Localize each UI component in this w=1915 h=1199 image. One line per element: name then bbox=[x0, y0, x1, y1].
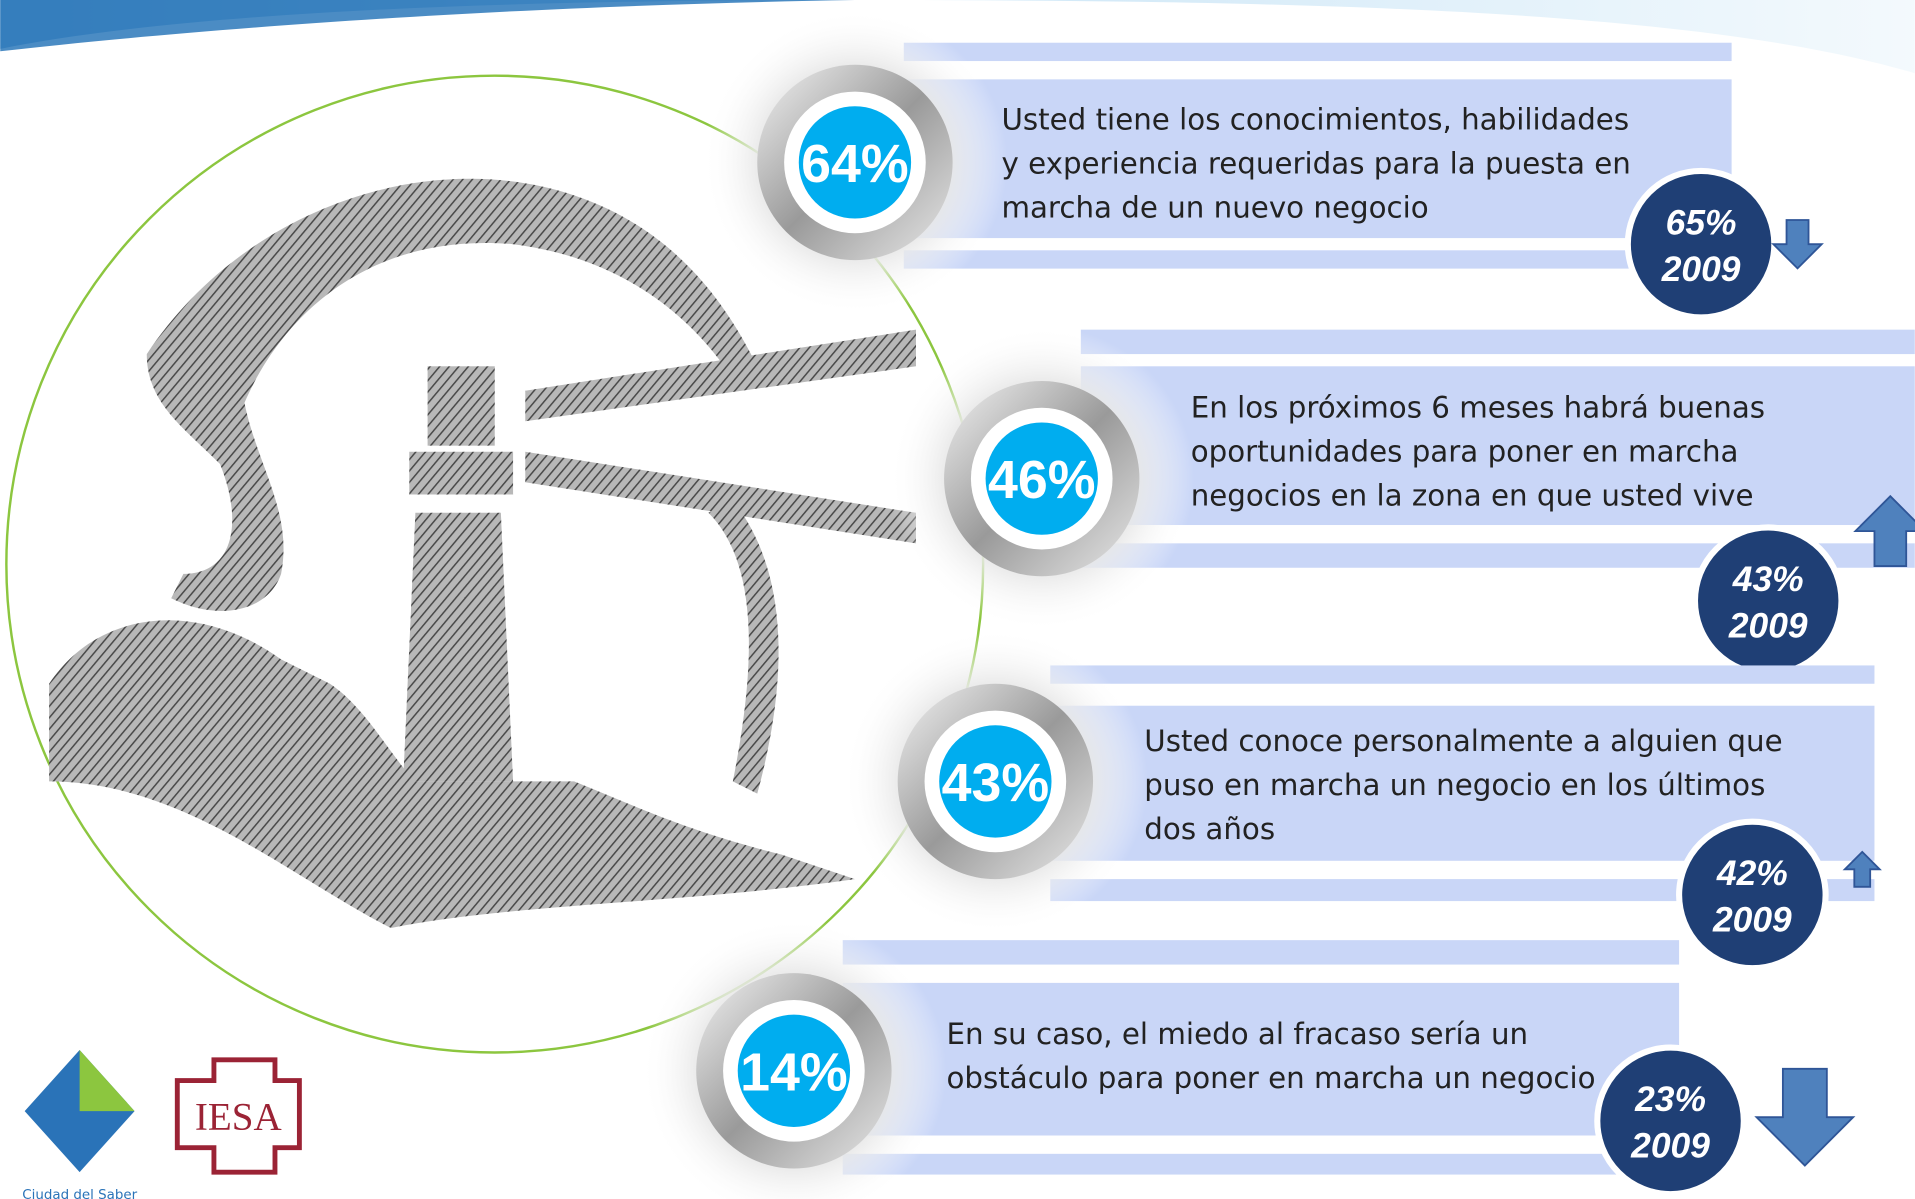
badge-year: 2009 bbox=[1661, 249, 1741, 289]
logo-caption: Ciudad del Saber bbox=[22, 1188, 137, 1199]
item-text: Usted conoce personalmente a alguien que bbox=[1144, 724, 1782, 758]
item: 43% Usted conoce personalmente a alguien … bbox=[843, 629, 1880, 968]
item-text: marcha de un nuevo negocio bbox=[1001, 190, 1428, 224]
badge-value: 42% bbox=[1716, 853, 1788, 893]
item-text: puso en marcha un negocio en los últimos bbox=[1144, 768, 1765, 802]
percent: 64% bbox=[801, 134, 909, 194]
text-band bbox=[843, 983, 1679, 1136]
text-band bbox=[1050, 665, 1874, 683]
badge-value: 23% bbox=[1634, 1079, 1706, 1119]
item: 46% En los próximos 6 meses habrá buenas o… bbox=[889, 326, 1915, 674]
percent: 43% bbox=[942, 753, 1050, 813]
item-text: oportunidades para poner en marcha bbox=[1191, 435, 1739, 469]
badge-value: 65% bbox=[1666, 202, 1737, 242]
item-text: y experiencia requeridas para la puesta … bbox=[1001, 146, 1630, 180]
slide: 64% Usted tiene los conocimientos, habili… bbox=[0, 0, 1915, 1199]
item-text: negocios en la zona en que usted vive bbox=[1191, 478, 1754, 512]
logo-ciudad: Ciudad del Saber bbox=[22, 1050, 137, 1199]
item: 64% Usted tiene los conocimientos, habili… bbox=[702, 10, 1821, 318]
page: {"items": [ {"percent": "64%", "text_lin… bbox=[0, 0, 1915, 1199]
item-text: obstáculo para poner en marcha un negoci… bbox=[947, 1061, 1596, 1095]
item-text: dos años bbox=[1144, 812, 1275, 846]
item-list: 64% Usted tiene los conocimientos, habili… bbox=[641, 10, 1915, 1199]
text-band bbox=[904, 250, 1732, 268]
badge bbox=[1597, 1048, 1744, 1195]
logo-iesa: IESA bbox=[177, 1060, 299, 1172]
percent: 46% bbox=[988, 450, 1096, 510]
item: 14% En su caso, el miedo al fracaso sería… bbox=[641, 918, 1853, 1199]
text-band bbox=[843, 1154, 1679, 1175]
text-band bbox=[843, 940, 1679, 964]
badge-year: 2009 bbox=[1728, 605, 1808, 645]
badge bbox=[1679, 822, 1826, 969]
trend-arrow bbox=[1773, 220, 1821, 268]
header-swoosh bbox=[0, 0, 855, 51]
item-text: Usted tiene los conocimientos, habilidad… bbox=[1001, 102, 1629, 136]
text-band bbox=[904, 43, 1732, 61]
badge-year: 2009 bbox=[1630, 1125, 1710, 1165]
trend-arrow bbox=[1757, 1069, 1854, 1166]
badge-value: 43% bbox=[1732, 559, 1804, 599]
logo-text: IESA bbox=[195, 1095, 282, 1138]
item-text: En su caso, el miedo al fracaso sería un bbox=[947, 1017, 1529, 1051]
item-text: En los próximos 6 meses habrá buenas bbox=[1191, 391, 1765, 425]
badge bbox=[1628, 171, 1775, 318]
percent: 14% bbox=[740, 1042, 848, 1102]
badge bbox=[1695, 527, 1842, 674]
badge-year: 2009 bbox=[1712, 900, 1792, 940]
text-band bbox=[1081, 330, 1915, 354]
